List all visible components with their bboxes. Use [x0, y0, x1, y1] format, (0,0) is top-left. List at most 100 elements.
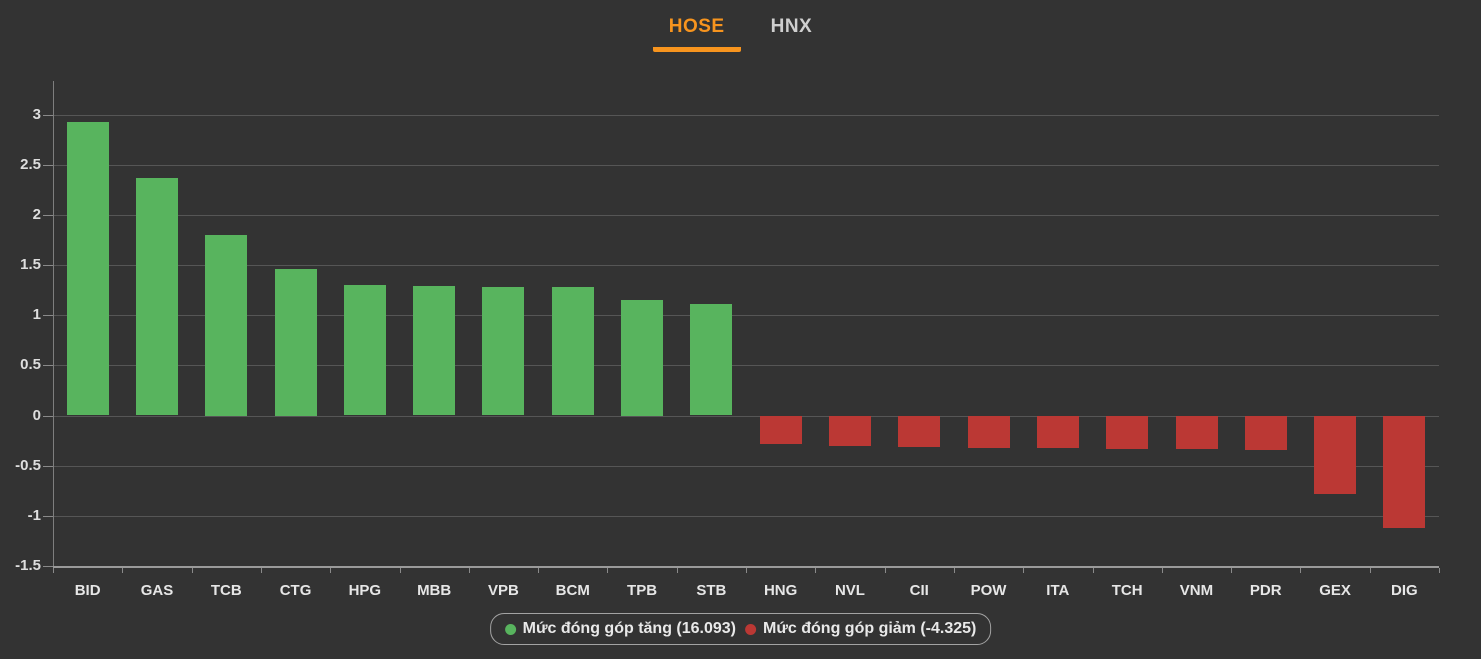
x-label-ita: ITA	[1046, 582, 1070, 599]
x-label-gas: GAS	[140, 582, 174, 599]
bar-dig[interactable]	[1383, 415, 1426, 528]
gridline	[53, 165, 1439, 166]
x-tick	[330, 568, 332, 573]
x-tick	[53, 568, 54, 573]
x-label-mbb: MBB	[417, 582, 452, 599]
bar-hng[interactable]	[759, 415, 802, 444]
gridline	[53, 416, 1439, 417]
tab-hose[interactable]: HOSE	[652, 14, 741, 52]
bar-bcm[interactable]	[551, 287, 594, 416]
x-label-cii: CII	[909, 582, 929, 599]
x-tick	[538, 568, 540, 573]
gridline	[53, 115, 1439, 116]
y-tick	[43, 115, 53, 116]
tab-hnx[interactable]: HNX	[770, 16, 813, 37]
x-tick	[1092, 568, 1094, 573]
x-label-bcm: BCM	[555, 582, 590, 599]
gridline	[53, 265, 1439, 266]
bar-mbb[interactable]	[413, 286, 456, 416]
bar-pow[interactable]	[967, 415, 1010, 448]
x-label-pow: POW	[970, 582, 1007, 599]
x-tick	[815, 568, 817, 573]
y-label--1: -1	[27, 507, 41, 524]
x-tick	[953, 568, 955, 573]
y-tick	[43, 566, 53, 567]
x-label-hpg: HPG	[348, 582, 382, 599]
bar-nvl[interactable]	[828, 415, 871, 446]
x-tick	[676, 568, 678, 573]
y-label--1.5: -1.5	[15, 557, 41, 574]
y-label-0.5: 0.5	[20, 356, 41, 373]
bar-gex[interactable]	[1314, 415, 1356, 494]
gridline	[53, 516, 1439, 517]
x-tick	[607, 568, 609, 573]
legend-item-down[interactable]: Mức đóng góp giảm (-4.325)	[745, 620, 976, 638]
legend-item-up[interactable]: Mức đóng góp tăng (16.093)	[504, 620, 736, 638]
x-tick	[884, 568, 886, 573]
bar-tch[interactable]	[1106, 415, 1149, 449]
bar-hpg[interactable]	[343, 285, 386, 416]
bar-tpb[interactable]	[621, 300, 663, 416]
y-tick	[43, 215, 53, 216]
x-label-gex: GEX	[1319, 582, 1351, 599]
y-label--0.5: -0.5	[15, 457, 41, 474]
x-tick	[468, 568, 470, 573]
y-label-2.5: 2.5	[20, 156, 41, 173]
y-tick	[43, 265, 53, 266]
x-label-tch: TCH	[1111, 582, 1143, 599]
bar-tcb[interactable]	[205, 235, 248, 416]
x-label-stb: STB	[696, 582, 727, 599]
y-tick	[43, 466, 53, 467]
bar-cii[interactable]	[898, 415, 941, 447]
x-label-hng: HNG	[763, 582, 798, 599]
x-tick	[1023, 568, 1025, 573]
x-tick	[260, 568, 262, 573]
y-label-0: 0	[32, 407, 41, 424]
legend-dot-icon	[745, 623, 756, 635]
bar-bid[interactable]	[66, 121, 109, 416]
y-label-2: 2	[32, 206, 41, 223]
y-tick	[43, 416, 53, 417]
bar-pdr[interactable]	[1244, 415, 1287, 450]
legend-label: Mức đóng góp tăng (16.093)	[522, 620, 736, 637]
bar-ita[interactable]	[1036, 415, 1079, 448]
x-tick	[1300, 568, 1302, 573]
bar-stb[interactable]	[690, 304, 733, 416]
x-axis-line	[53, 566, 1439, 568]
bar-vnm[interactable]	[1175, 415, 1218, 449]
x-tick	[191, 568, 193, 573]
x-label-tcb: TCB	[210, 582, 242, 599]
x-label-vnm: VNM	[1179, 582, 1214, 599]
y-axis-line	[53, 81, 54, 573]
gridline	[53, 466, 1439, 467]
x-tick	[746, 568, 747, 573]
x-label-vpb: VPB	[488, 582, 519, 599]
y-label-1.5: 1.5	[20, 256, 41, 273]
y-tick	[43, 165, 53, 166]
exchange-tabs: HOSE HNX	[0, 0, 1481, 52]
bar-vpb[interactable]	[482, 287, 525, 416]
x-tick	[1369, 568, 1371, 573]
x-label-tpb: TPB	[627, 582, 658, 599]
x-label-dig: DIG	[1391, 582, 1418, 599]
x-tick	[1231, 568, 1233, 573]
y-label-3: 3	[32, 106, 41, 123]
x-label-pdr: PDR	[1249, 582, 1282, 599]
legend-dot-icon	[504, 623, 516, 635]
bar-ctg[interactable]	[274, 269, 317, 416]
bar-gas[interactable]	[135, 177, 178, 416]
x-tick	[1439, 568, 1440, 573]
y-label-1: 1	[32, 306, 41, 323]
gridline	[53, 365, 1439, 366]
x-label-bid: BID	[74, 582, 101, 599]
x-tick	[399, 568, 401, 573]
x-tick	[122, 568, 124, 573]
gridline	[53, 315, 1439, 316]
y-tick	[43, 516, 53, 517]
x-tick	[1161, 568, 1163, 573]
legend-label: Mức đóng góp giảm (-4.325)	[763, 620, 977, 637]
x-label-ctg: CTG	[279, 582, 312, 599]
legend: Mức đóng góp tăng (16.093) Mức đóng góp g…	[489, 613, 992, 645]
